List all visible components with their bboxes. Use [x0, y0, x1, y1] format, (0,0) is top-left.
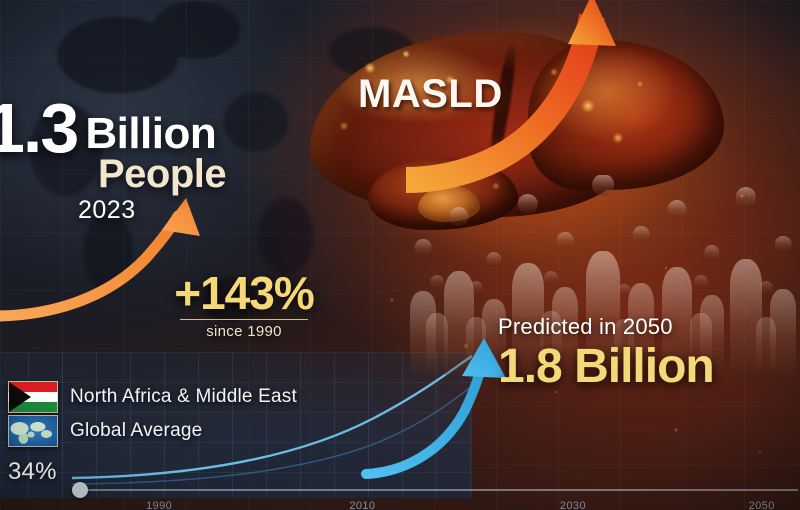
headline-stat-2023: 1.3 Billion People — [0, 89, 227, 197]
timeline-track[interactable] — [72, 489, 798, 491]
growth-stat: +143% since 1990 — [166, 270, 322, 340]
timeline-handle[interactable] — [72, 482, 88, 498]
axis-tick-label: 2030 — [559, 500, 586, 510]
globe-flag-icon — [8, 415, 58, 447]
growth-divider — [180, 319, 308, 320]
prediction-label: Predicted in 2050 — [498, 314, 673, 339]
disease-acronym: MASLD — [358, 72, 503, 116]
axis-tick-label: 2010 — [349, 500, 376, 510]
prediction-stat: Predicted in 2050 1.8 Billion — [498, 314, 715, 393]
legend-item-north-africa-middle-east[interactable]: North Africa & Middle East — [8, 380, 297, 414]
headline-noun: People — [98, 152, 227, 197]
flag-north-africa-middle-east-icon — [8, 381, 58, 413]
current-value-readout: 34% — [8, 458, 57, 485]
prediction-value: 1.8 Billion — [498, 340, 715, 393]
axis-tick-label: 1990 — [146, 500, 173, 510]
legend-label: North Africa & Middle East — [70, 386, 297, 407]
axis-tick-label: 2050 — [748, 500, 775, 510]
legend-item-global-average[interactable]: Global Average — [8, 414, 297, 448]
headline-value: 1.3 — [0, 89, 79, 167]
growth-baseline: since 1990 — [206, 323, 282, 340]
timeline-slider[interactable] — [72, 482, 798, 498]
headline-year: 2023 — [78, 196, 136, 224]
timeline-axis-labels: 1990 2010 2030 2050 — [72, 500, 798, 510]
growth-percent: +143% — [174, 267, 315, 319]
legend-label: Global Average — [70, 420, 203, 441]
chart-legend: North Africa & Middle East Global Averag… — [8, 380, 297, 448]
